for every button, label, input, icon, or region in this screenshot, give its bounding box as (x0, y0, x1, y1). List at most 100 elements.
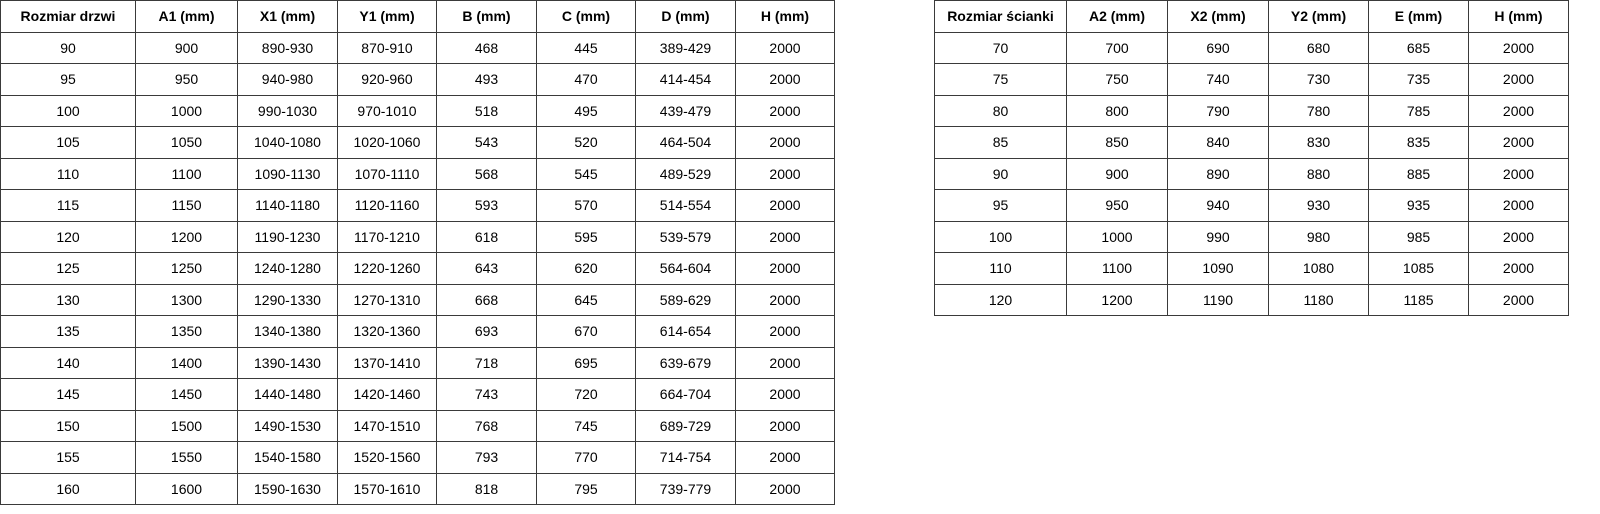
table-cell: 100 (934, 220, 1067, 253)
table-cell: 105 (0, 126, 136, 159)
table-row: 75 750 740 730 735 2000 (934, 63, 1569, 96)
table-cell: 1350 (135, 315, 238, 348)
table-cell: 1500 (135, 409, 238, 442)
table-cell: 2000 (1468, 63, 1569, 96)
table-cell: 150 (0, 409, 136, 442)
table-cell: 2000 (735, 346, 835, 379)
table-cell: 414-454 (635, 63, 736, 96)
table-cell: 1070-1110 (337, 157, 437, 190)
table-cell: 840 (1167, 126, 1269, 159)
table-cell: 620 (536, 252, 636, 285)
table-cell: 1080 (1268, 252, 1369, 285)
table-cell: 120 (0, 220, 136, 253)
table-cell: 643 (436, 252, 537, 285)
table-cell: 1390-1430 (237, 346, 338, 379)
table-cell: 518 (436, 94, 537, 127)
table-row: 125 1250 1240-1280 1220-1260 643 620 564-604 20… (0, 252, 835, 285)
table-cell: 130 (0, 283, 136, 316)
table-cell: 115 (0, 189, 136, 222)
table-cell: 95 (0, 63, 136, 96)
table-cell: 568 (436, 157, 537, 190)
table-cell: 900 (135, 31, 238, 64)
table-cell: 2000 (735, 252, 835, 285)
table-cell: 690 (1167, 31, 1269, 64)
table-cell: 1000 (1066, 220, 1168, 253)
table-row: 95 950 940 930 935 2000 (934, 189, 1569, 222)
table-cell: 1200 (1066, 283, 1168, 316)
table-cell: 135 (0, 315, 136, 348)
table-cell: 795 (536, 472, 636, 505)
table-cell: 743 (436, 378, 537, 411)
table-cell: 900 (1066, 157, 1168, 190)
header-row: Rozmiar drzwi A1 (mm) X1 (mm) Y1 (mm) B (mm)… (0, 0, 835, 33)
table-cell: 639-679 (635, 346, 736, 379)
table-cell: 618 (436, 220, 537, 253)
table-cell: 520 (536, 126, 636, 159)
table-cell: 1200 (135, 220, 238, 253)
table-cell: 1120-1160 (337, 189, 437, 222)
table-cell: 739-779 (635, 472, 736, 505)
table-cell: 1020-1060 (337, 126, 437, 159)
table-cell: 1190-1230 (237, 220, 338, 253)
table-cell: 80 (934, 94, 1067, 127)
table-cell: 695 (536, 346, 636, 379)
table-cell: 1540-1580 (237, 441, 338, 474)
table-cell: 1270-1310 (337, 283, 437, 316)
column-header: E (mm) (1368, 0, 1469, 33)
table-cell: 464-504 (635, 126, 736, 159)
table-cell: 1100 (135, 157, 238, 190)
table-cell: 718 (436, 346, 537, 379)
table-cell: 1150 (135, 189, 238, 222)
table-row: 155 1550 1540-1580 1520-1560 793 770 714-754 20… (0, 441, 835, 474)
table-cell: 740 (1167, 63, 1269, 96)
table-cell: 2000 (1468, 31, 1569, 64)
table-cell: 940 (1167, 189, 1269, 222)
table-cell: 445 (536, 31, 636, 64)
table-cell: 2000 (1468, 94, 1569, 127)
table-cell: 495 (536, 94, 636, 127)
table-cell: 940-980 (237, 63, 338, 96)
table-cell: 125 (0, 252, 136, 285)
table-cell: 1550 (135, 441, 238, 474)
table-cell: 543 (436, 126, 537, 159)
table-cell: 95 (934, 189, 1067, 222)
table-row: 120 1200 1190 1180 1185 2000 (934, 283, 1569, 316)
table-cell: 2000 (735, 409, 835, 442)
table-cell: 980 (1268, 220, 1369, 253)
table-cell: 468 (436, 31, 537, 64)
table-cell: 768 (436, 409, 537, 442)
table-cell: 2000 (735, 157, 835, 190)
table-cell: 935 (1368, 189, 1469, 222)
column-header: A2 (mm) (1066, 0, 1168, 33)
table-cell: 785 (1368, 94, 1469, 127)
table-row: 120 1200 1190-1230 1170-1210 618 595 539-579 20… (0, 220, 835, 253)
table-row: 110 1100 1090 1080 1085 2000 (934, 252, 1569, 285)
table-cell: 985 (1368, 220, 1469, 253)
table-cell: 1490-1530 (237, 409, 338, 442)
table-cell: 489-529 (635, 157, 736, 190)
header-row: Rozmiar ścianki A2 (mm) X2 (mm) Y2 (mm) E (m… (934, 0, 1569, 33)
table-cell: 950 (1066, 189, 1168, 222)
table-cell: 1085 (1368, 252, 1469, 285)
table-cell: 689-729 (635, 409, 736, 442)
table-cell: 493 (436, 63, 537, 96)
table-cell: 950 (135, 63, 238, 96)
table-cell: 593 (436, 189, 537, 222)
column-header: A1 (mm) (135, 0, 238, 33)
table-row: 140 1400 1390-1430 1370-1410 718 695 639-679 20… (0, 346, 835, 379)
table-cell: 800 (1066, 94, 1168, 127)
table-cell: 2000 (735, 126, 835, 159)
table-cell: 1440-1480 (237, 378, 338, 411)
table-cell: 745 (536, 409, 636, 442)
table-cell: 990-1030 (237, 94, 338, 127)
table-cell: 1600 (135, 472, 238, 505)
table-row: 110 1100 1090-1130 1070-1110 568 545 489-529 20… (0, 157, 835, 190)
table-cell: 1090 (1167, 252, 1269, 285)
table-cell: 880 (1268, 157, 1369, 190)
table-cell: 790 (1167, 94, 1269, 127)
table-cell: 2000 (1468, 252, 1569, 285)
table-cell: 920-960 (337, 63, 437, 96)
column-header: X1 (mm) (237, 0, 338, 33)
table-row: 90 900 890-930 870-910 468 445 389-429 2000 (0, 31, 835, 64)
table-cell: 1400 (135, 346, 238, 379)
